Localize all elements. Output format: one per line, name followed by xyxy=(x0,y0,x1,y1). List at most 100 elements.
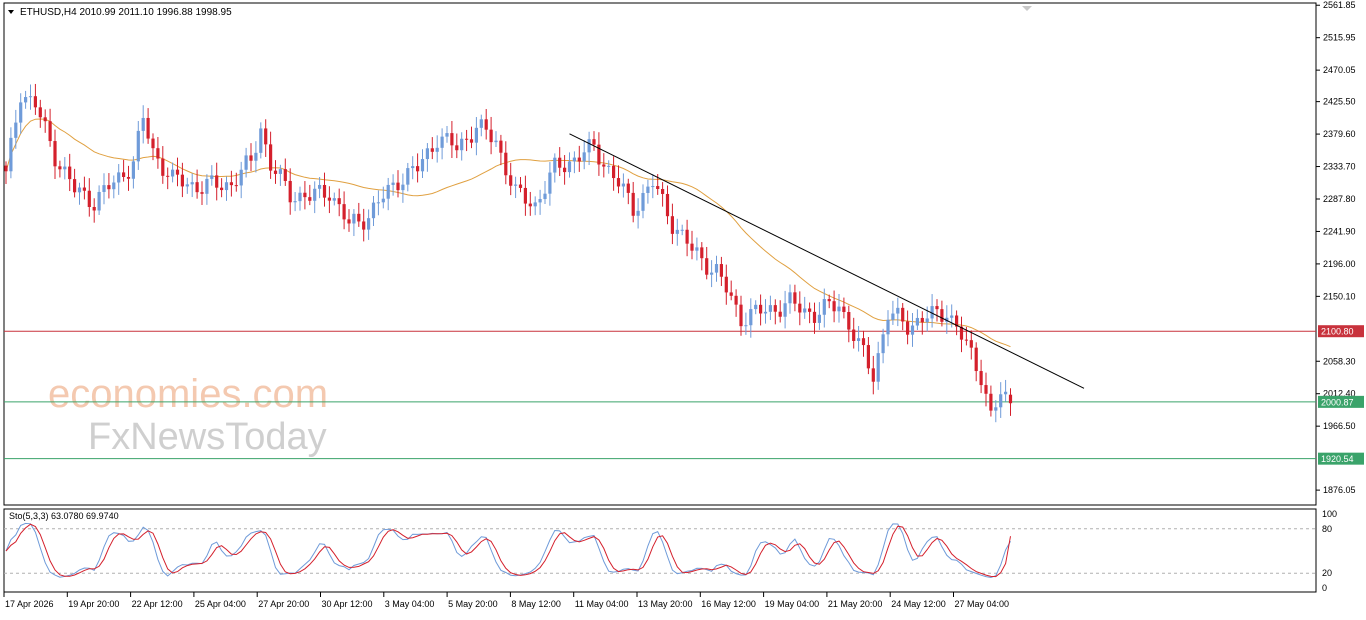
x-tick-label: 3 May 04:00 xyxy=(385,599,435,609)
shift-marker-icon[interactable] xyxy=(1022,6,1032,11)
candle-body xyxy=(567,161,572,173)
candle-body xyxy=(298,192,302,202)
candle-body xyxy=(592,139,596,145)
collapse-triangle-icon[interactable] xyxy=(8,10,14,14)
x-tick-label: 17 Apr 2026 xyxy=(5,599,54,609)
candle-body xyxy=(249,155,253,161)
candle-body xyxy=(925,318,929,323)
candle-body xyxy=(616,178,621,187)
candle-body xyxy=(264,128,268,145)
candle-body xyxy=(161,158,165,176)
candle-body xyxy=(974,347,978,372)
candle-body xyxy=(391,182,395,185)
x-tick-label: 19 May 04:00 xyxy=(765,599,820,609)
candle-body xyxy=(474,127,478,143)
candle-body xyxy=(861,338,866,346)
candle-body xyxy=(749,309,753,326)
candle-body xyxy=(259,128,263,153)
candle-body xyxy=(572,157,576,162)
candle-body xyxy=(195,182,199,193)
candle-body xyxy=(200,192,204,194)
stoch-main-line xyxy=(5,522,1011,579)
candle-body xyxy=(420,159,425,172)
x-tick-label: 27 May 04:00 xyxy=(955,599,1010,609)
candle-body xyxy=(871,368,875,382)
candle-body xyxy=(759,304,763,314)
candle-body xyxy=(509,175,513,186)
x-tick-label: 16 May 12:00 xyxy=(701,599,756,609)
candle-body xyxy=(63,166,67,170)
candle-body xyxy=(783,303,787,317)
candle-body xyxy=(827,299,831,302)
candle-body xyxy=(803,308,807,313)
x-tick-label: 13 May 20:00 xyxy=(638,599,693,609)
candle-body xyxy=(700,247,704,259)
candle-body xyxy=(435,147,439,152)
candle-body xyxy=(528,203,532,207)
candle-body xyxy=(122,172,126,177)
candle-body xyxy=(577,157,581,162)
stoch-signal-line xyxy=(5,523,1011,578)
y-tick-label: 2196.00 xyxy=(1323,259,1356,269)
candle-body xyxy=(739,304,743,327)
support-1-price-label: 2000.87 xyxy=(1321,397,1354,407)
candle-body xyxy=(906,321,910,335)
candle-body xyxy=(705,258,709,275)
y-tick-label: 2012.40 xyxy=(1323,389,1356,399)
candle-body xyxy=(205,178,209,194)
candle-body xyxy=(180,174,184,187)
candle-body xyxy=(837,306,841,312)
candle-body xyxy=(842,306,846,313)
candle-body xyxy=(53,141,57,167)
candle-body xyxy=(866,345,870,369)
candle-body xyxy=(504,152,508,176)
candle-body xyxy=(641,192,645,211)
candle-body xyxy=(675,229,679,234)
candle-body xyxy=(626,183,630,193)
stoch-y-label: 100 xyxy=(1322,509,1337,519)
candle-body xyxy=(661,188,665,194)
y-tick-label: 2150.10 xyxy=(1323,291,1356,301)
y-tick-label: 1966.50 xyxy=(1323,421,1356,431)
candle-body xyxy=(146,117,150,139)
candle-body xyxy=(460,138,464,151)
candle-body xyxy=(563,167,567,173)
stoch-y-label: 0 xyxy=(1322,583,1327,593)
candle-body xyxy=(48,121,52,142)
candle-body xyxy=(283,169,287,181)
watermark-fxnewstoday: FxNewsToday xyxy=(88,416,327,458)
candle-body xyxy=(416,166,420,172)
candle-body xyxy=(1004,391,1008,395)
candle-body xyxy=(371,202,376,219)
candle-body xyxy=(87,190,91,208)
candle-body xyxy=(367,218,371,230)
candle-body xyxy=(612,165,616,179)
candle-body xyxy=(352,213,356,224)
candle-body xyxy=(430,148,434,152)
candle-body xyxy=(107,185,111,190)
y-tick-label: 2515.95 xyxy=(1323,33,1356,43)
ma-line xyxy=(5,118,1011,348)
candle-body xyxy=(185,184,189,187)
candle-body xyxy=(999,394,1003,408)
y-tick-label: 2333.70 xyxy=(1323,162,1356,172)
candle-body xyxy=(494,140,498,143)
candle-body xyxy=(450,133,454,146)
candle-body xyxy=(58,166,62,170)
candle-body xyxy=(685,229,689,244)
candle-body xyxy=(778,311,782,317)
candle-body xyxy=(710,272,714,275)
candle-body xyxy=(381,198,385,203)
x-tick-label: 5 May 20:00 xyxy=(448,599,498,609)
candle-body xyxy=(19,102,23,123)
candle-body xyxy=(386,184,390,199)
x-tick-label: 21 May 20:00 xyxy=(828,599,883,609)
candle-body xyxy=(126,176,131,179)
candle-body xyxy=(362,221,366,230)
x-tick-label: 22 Apr 12:00 xyxy=(132,599,183,609)
candle-body xyxy=(597,144,601,165)
time-axis: 17 Apr 2026 19 Apr 20:00 22 Apr 12:00 25 Ap… xyxy=(3,592,1010,609)
candle-body xyxy=(1008,394,1013,404)
